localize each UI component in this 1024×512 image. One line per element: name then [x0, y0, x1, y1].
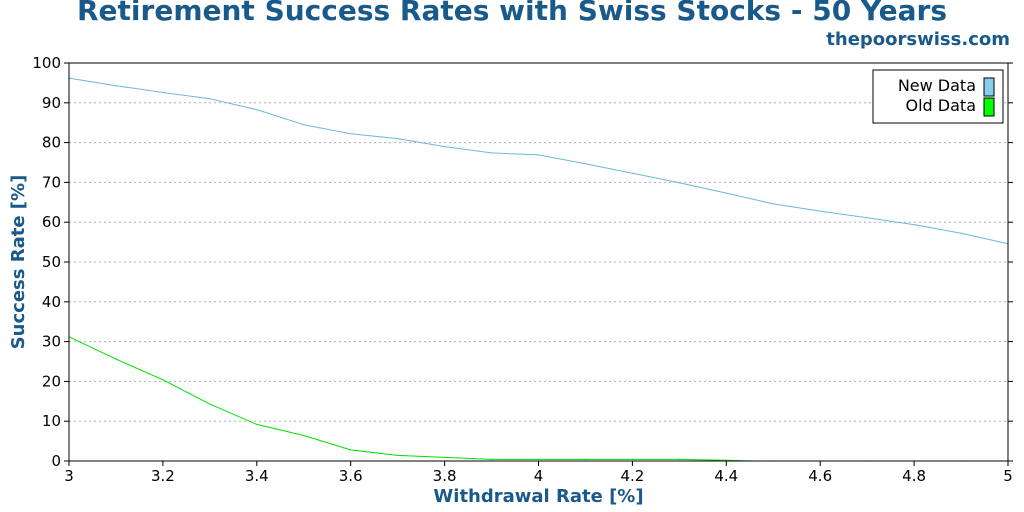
- data-point-old-data: [303, 434, 305, 437]
- y-tick-label: 20: [42, 372, 61, 390]
- x-axis-title: Withdrawal Rate [%]: [433, 486, 643, 507]
- data-point-new-data: [866, 217, 868, 219]
- data-point-new-data: [819, 210, 821, 212]
- data-point-old-data: [444, 456, 446, 459]
- data-point-old-data: [350, 449, 352, 451]
- x-tick-label: 4.6: [808, 467, 832, 485]
- legend-swatch-old-data: [983, 97, 995, 117]
- data-point-old-data: [397, 454, 399, 457]
- data-point-old-data: [162, 379, 164, 381]
- ticks: 0 10 20 30 40 50 60 70 80 90 100 3 3.2 3.4 3.6 3.8 4 4.2 4…: [32, 54, 1013, 485]
- legend-label-old-data: Old Data: [906, 96, 976, 115]
- data-point-new-data: [115, 85, 117, 87]
- y-tick-label: 70: [42, 173, 61, 191]
- data-point-new-data: [490, 152, 493, 154]
- y-tick-label: 30: [42, 333, 61, 351]
- legend-label-new-data: New Data: [898, 76, 976, 95]
- legend-swatch-new-data: [983, 77, 995, 97]
- chart-title: Retirement Success Rates with Swiss Stoc…: [77, 0, 947, 27]
- data-point-old-data: [490, 458, 493, 461]
- y-tick-label: 90: [42, 94, 61, 112]
- data-point-new-data: [303, 124, 305, 126]
- data-point-new-data: [913, 223, 915, 226]
- data-point-new-data: [537, 154, 540, 156]
- series-line-old-data: [68, 336, 1008, 462]
- y-tick-label: 0: [51, 452, 61, 470]
- data-point-new-data: [209, 98, 211, 100]
- data-point-old-data: [678, 458, 680, 461]
- series-layer: [68, 77, 1009, 462]
- data-point-new-data: [960, 232, 962, 234]
- y-tick-label: 10: [42, 412, 61, 430]
- data-point-old-data: [209, 403, 211, 405]
- y-tick-label: 80: [42, 134, 61, 152]
- data-point-new-data: [162, 91, 164, 94]
- x-tick-label: 3.4: [245, 467, 269, 485]
- y-tick-label: 100: [32, 54, 61, 72]
- data-point-old-data: [115, 358, 117, 360]
- data-point-new-data: [678, 182, 680, 184]
- data-point-new-data: [584, 163, 587, 165]
- data-point-new-data: [444, 145, 446, 148]
- x-tick-label: 3.2: [151, 467, 175, 485]
- chart-subtitle: thepoorswiss.com: [826, 29, 1010, 50]
- x-tick-label: 4.8: [902, 467, 926, 485]
- x-tick-label: 4.4: [714, 467, 738, 485]
- x-tick-label: 3: [64, 467, 74, 485]
- data-point-old-data: [537, 458, 540, 461]
- grid: [69, 62, 1008, 422]
- x-tick-label: 3.6: [339, 467, 363, 485]
- data-point-new-data: [397, 138, 399, 140]
- data-point-old-data: [584, 458, 587, 461]
- data-point-new-data: [772, 203, 774, 205]
- x-tick-label: 4: [534, 467, 544, 485]
- y-tick-label: 60: [42, 213, 61, 231]
- x-tick-label: 4.2: [620, 467, 644, 485]
- data-point-new-data: [725, 192, 727, 194]
- data-point-new-data: [350, 133, 352, 135]
- legend-box: [872, 69, 1004, 124]
- data-point-old-data: [256, 423, 258, 425]
- y-tick-label: 40: [42, 293, 61, 311]
- data-point-old-data: [631, 458, 634, 461]
- data-point-new-data: [256, 108, 258, 111]
- x-tick-label: 3.8: [433, 467, 457, 485]
- y-axis-title: Success Rate [%]: [8, 175, 29, 350]
- data-point-new-data: [631, 172, 634, 174]
- y-tick-label: 50: [42, 253, 61, 271]
- x-tick-label: 5: [1003, 467, 1013, 485]
